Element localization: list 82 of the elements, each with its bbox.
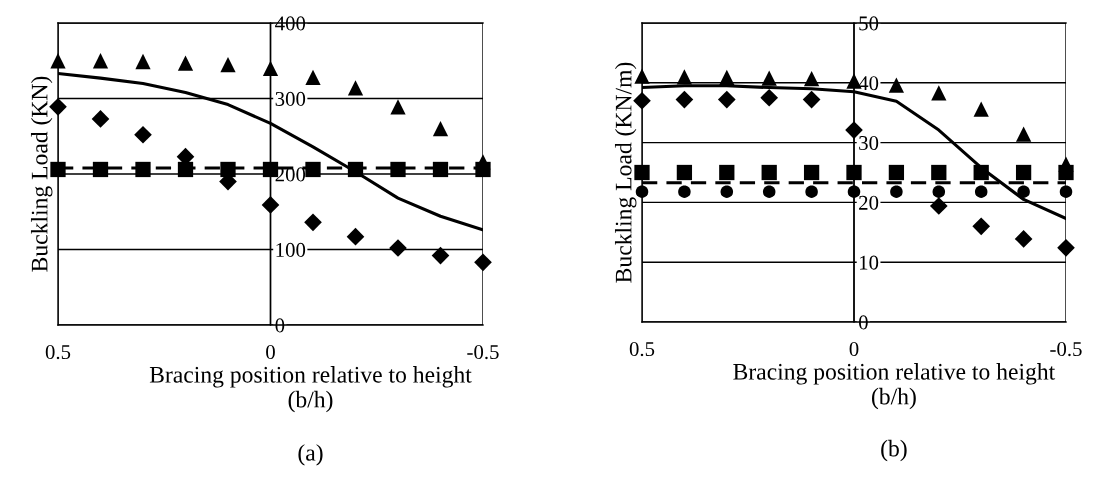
point — [346, 227, 365, 246]
point — [475, 154, 491, 170]
x-tick-label: 0.5 — [629, 342, 655, 357]
point — [973, 164, 989, 181]
point — [135, 53, 151, 70]
point — [220, 161, 236, 178]
point — [50, 53, 66, 69]
point — [719, 164, 735, 181]
point — [803, 164, 820, 181]
point — [675, 90, 694, 109]
point — [717, 90, 736, 109]
point — [1059, 185, 1073, 198]
point — [347, 80, 364, 96]
point — [305, 161, 321, 178]
point — [347, 161, 364, 178]
point — [720, 185, 734, 198]
y-tick-label: 100 — [276, 242, 306, 257]
point — [931, 164, 947, 181]
point — [262, 60, 279, 76]
x-tick-label: -0.5 — [467, 345, 499, 360]
point — [847, 185, 861, 198]
point — [92, 161, 109, 178]
point — [761, 70, 777, 86]
point — [92, 53, 109, 69]
point — [676, 69, 693, 85]
point — [50, 161, 66, 178]
point — [635, 185, 649, 198]
y-tick-label: 40 — [858, 76, 879, 91]
point — [134, 125, 152, 144]
point — [431, 246, 450, 265]
y-tick-label: 300 — [275, 91, 306, 106]
point — [390, 99, 406, 115]
point — [1015, 126, 1032, 142]
point — [931, 85, 947, 101]
point — [177, 55, 194, 71]
point — [846, 164, 862, 181]
x-tick-label: 0.5 — [45, 345, 71, 360]
point — [135, 161, 151, 178]
point — [678, 185, 691, 198]
point — [177, 161, 194, 178]
point — [305, 69, 321, 85]
text: (b) — [881, 439, 907, 462]
point — [805, 185, 818, 198]
point — [1017, 185, 1030, 198]
point — [1014, 230, 1033, 248]
point — [719, 69, 735, 86]
point — [932, 185, 946, 198]
point — [91, 110, 110, 128]
point — [888, 77, 905, 93]
point — [888, 164, 905, 181]
point — [760, 88, 779, 107]
point — [802, 90, 821, 109]
point — [432, 121, 449, 137]
y-axis-title: Buckling Load (KN) — [30, 76, 53, 272]
point — [1057, 239, 1075, 257]
point — [929, 197, 948, 215]
x-tick-label: -0.5 — [1050, 342, 1082, 357]
point — [389, 239, 407, 257]
point — [803, 70, 820, 87]
x-axis-title: Bracing position relative to height (b/h) — [733, 363, 1056, 410]
y-tick-label: 20 — [859, 195, 879, 210]
point — [474, 253, 492, 272]
point — [761, 164, 777, 181]
point — [973, 101, 989, 117]
point — [974, 185, 988, 198]
point — [762, 185, 776, 198]
point — [1015, 164, 1032, 181]
x-axis-title: Bracing position relative to height (b/h) — [149, 366, 472, 413]
point — [304, 213, 322, 232]
point — [890, 185, 903, 198]
point — [261, 196, 280, 214]
point — [1058, 156, 1074, 172]
point — [390, 161, 406, 178]
point — [432, 161, 449, 178]
point — [634, 164, 650, 181]
y-axis-title: Buckling Load (KN/m) — [614, 62, 637, 283]
text: (a) — [298, 444, 323, 466]
y-tick-label: 10 — [860, 255, 879, 270]
point — [972, 217, 991, 236]
point — [676, 164, 693, 181]
point — [220, 56, 236, 73]
y-tick-label: 30 — [859, 135, 879, 151]
